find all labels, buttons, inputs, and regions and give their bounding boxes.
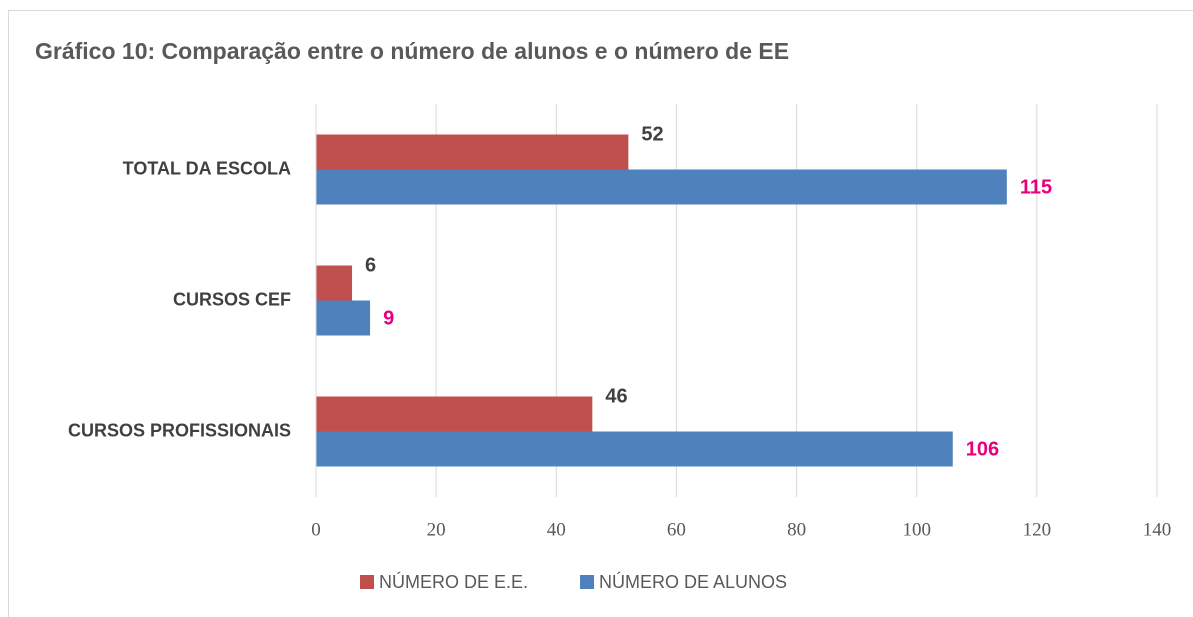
data-label: 115 (1020, 176, 1052, 198)
legend-swatch (580, 575, 595, 589)
x-tick-label: 120 (1023, 519, 1052, 540)
data-label: 52 (641, 123, 663, 145)
data-label: 46 (605, 385, 627, 407)
x-tick-label: 0 (311, 519, 321, 540)
x-tick-label: 20 (427, 519, 446, 540)
legend-label: NÚMERO DE E.E. (379, 571, 528, 592)
x-tick-label: 80 (787, 519, 806, 540)
x-tick-label: 100 (902, 519, 931, 540)
x-tick-label: 60 (667, 519, 686, 540)
x-tick-label: 40 (547, 519, 566, 540)
category-label: CURSOS CEF (173, 289, 291, 309)
data-label: 9 (383, 307, 394, 329)
category-label: TOTAL DA ESCOLA (123, 158, 291, 178)
bar (316, 431, 953, 467)
bar (316, 300, 371, 336)
chart-title: Gráfico 10: Comparação entre o número de… (35, 38, 789, 64)
bar (316, 396, 593, 432)
bar (316, 265, 353, 301)
x-tick-label: 140 (1143, 519, 1172, 540)
bar (316, 169, 1007, 205)
legend-swatch (360, 575, 374, 589)
legend-label: NÚMERO DE ALUNOS (599, 571, 787, 592)
chart-frame (8, 10, 1193, 617)
data-label: 6 (365, 254, 376, 276)
category-label: CURSOS PROFISSIONAIS (68, 420, 291, 440)
data-label: 106 (966, 438, 999, 460)
bar (316, 134, 629, 170)
